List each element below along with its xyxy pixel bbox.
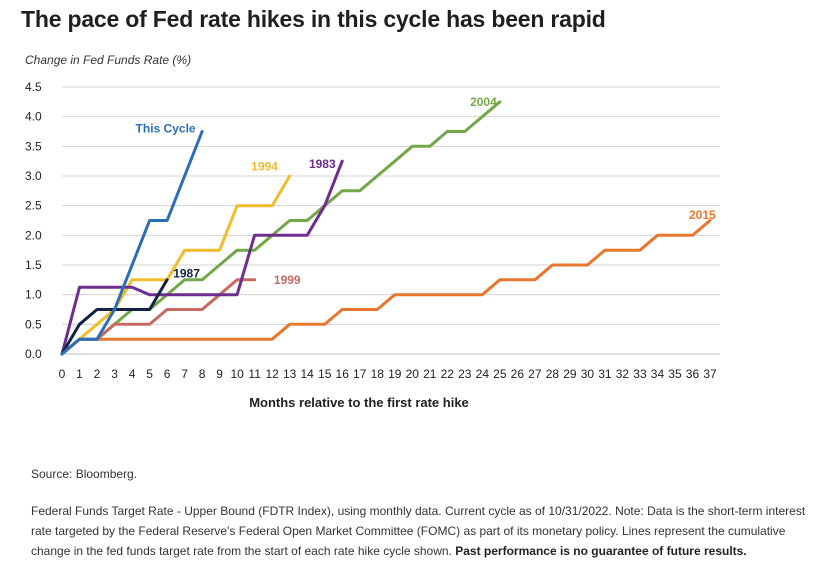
x-tick-label: 18 (371, 367, 385, 381)
x-tick-label: 7 (181, 367, 188, 381)
x-tick-label: 3 (111, 367, 118, 381)
x-tick-label: 31 (598, 367, 612, 381)
grid-lines (62, 86, 720, 355)
x-tick-label: 21 (423, 367, 437, 381)
y-tick-label: 1.0 (25, 288, 42, 302)
x-tick-label: 9 (216, 367, 223, 381)
x-tick-label: 15 (318, 367, 332, 381)
y-tick-label: 0.5 (25, 317, 42, 331)
x-tick-label: 2 (94, 367, 101, 381)
series-lines (60, 100, 712, 356)
y-axis-label: Change in Fed Funds Rate (%) (25, 53, 191, 67)
x-tick-label: 19 (388, 367, 402, 381)
y-tick-label: 3.0 (25, 169, 42, 183)
y-tick-label: 1.5 (25, 258, 42, 272)
x-tick-label: 37 (703, 367, 717, 381)
x-tick-label: 12 (265, 367, 279, 381)
x-tick-label: 4 (129, 367, 136, 381)
x-tick-label: 16 (336, 367, 350, 381)
series-label-this-cycle: This Cycle (136, 122, 196, 136)
series-label-1999: 1999 (274, 273, 301, 287)
x-tick-label: 14 (301, 367, 315, 381)
series-line-1999 (60, 278, 257, 356)
chart-title: The pace of Fed rate hikes in this cycle… (21, 6, 606, 32)
x-tick-label: 22 (441, 367, 455, 381)
x-tick-label: 13 (283, 367, 297, 381)
x-tick-label: 8 (199, 367, 206, 381)
series-label-1983: 1983 (309, 157, 336, 171)
series-line-2015 (60, 219, 712, 356)
x-tick-label: 28 (546, 367, 560, 381)
line-chart: Change in Fed Funds Rate (%) 0.0 0.5 1.0 1.… (25, 53, 720, 410)
series-line-this-cycle (60, 130, 204, 356)
x-tick-label: 6 (164, 367, 171, 381)
x-tick-label: 26 (511, 367, 525, 381)
x-tick-label: 11 (248, 367, 261, 381)
x-tick-label: 34 (651, 367, 665, 381)
x-axis-label: Months relative to the first rate hike (249, 395, 469, 410)
x-tick-label: 32 (616, 367, 630, 381)
x-tick-label: 36 (686, 367, 700, 381)
x-tick-labels: 0 1 2 3 4 5 6 7 8 9 10 11 12 13 14 15 16 17 18 19 20 21 22 23 24… (59, 367, 717, 381)
x-tick-label: 17 (353, 367, 367, 381)
series-line-2004 (60, 100, 502, 356)
series-label-1994: 1994 (251, 160, 278, 174)
y-tick-label: 4.0 (25, 110, 42, 124)
x-tick-label: 33 (633, 367, 647, 381)
source-note: Source: Bloomberg. (31, 467, 138, 481)
series-label-2004: 2004 (470, 95, 497, 109)
y-tick-label: 4.5 (25, 80, 42, 94)
series-label-2015: 2015 (689, 208, 716, 222)
x-tick-label: 20 (406, 367, 420, 381)
series-labels: 2015 2004 1999 1994 1983 1987 This Cycle (136, 95, 716, 287)
y-tick-label: 0.0 (25, 347, 42, 361)
series-label-1987: 1987 (173, 266, 200, 280)
x-tick-label: 27 (528, 367, 542, 381)
x-tick-label: 29 (563, 367, 577, 381)
x-tick-label: 10 (230, 367, 244, 381)
x-tick-label: 5 (146, 367, 153, 381)
y-tick-labels: 0.0 0.5 1.0 1.5 2.0 2.5 3.0 3.5 4.0 4.5 (25, 80, 42, 361)
disclaimer: Past performance is no guarantee of futu… (455, 544, 747, 558)
x-tick-label: 1 (76, 367, 83, 381)
series-line-1983 (60, 159, 344, 356)
x-tick-label: 30 (581, 367, 595, 381)
x-tick-label: 25 (493, 367, 507, 381)
x-tick-label: 24 (476, 367, 490, 381)
y-tick-label: 2.0 (25, 228, 42, 242)
x-tick-label: 0 (59, 367, 66, 381)
footnote-text: Federal Funds Target Rate - Upper Bound … (31, 504, 806, 558)
y-tick-label: 2.5 (25, 199, 42, 213)
y-tick-label: 3.5 (25, 139, 42, 153)
footnote: Federal Funds Target Rate - Upper Bound … (31, 501, 811, 561)
x-tick-label: 23 (458, 367, 472, 381)
series-line-1994 (60, 174, 292, 356)
x-tick-label: 35 (668, 367, 682, 381)
